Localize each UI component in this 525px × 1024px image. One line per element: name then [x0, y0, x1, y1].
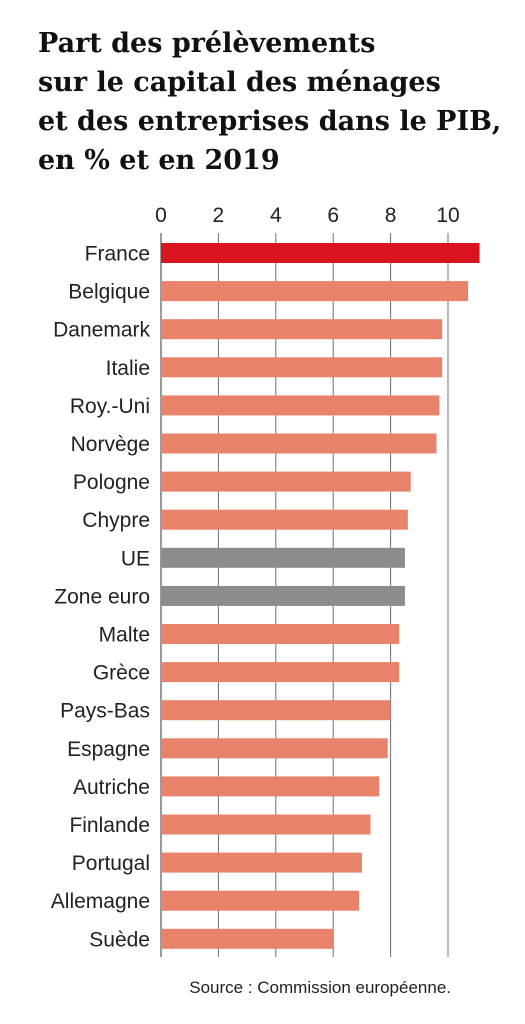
chart-title: Part des prélèvements sur le capital des… [38, 24, 508, 180]
chart-title-line-2: sur le capital des ménages [38, 67, 441, 98]
bar-norv-ge [161, 433, 437, 454]
bar-italie [161, 357, 443, 378]
bar-espagne [161, 738, 388, 759]
bar-pologne [161, 471, 411, 492]
bar-finlande [161, 814, 371, 835]
category-label: Finlande [69, 814, 150, 837]
category-label: Espagne [67, 738, 150, 761]
x-tick-label-0: 0 [155, 204, 167, 227]
category-label: Chypre [82, 509, 150, 532]
category-label: France [85, 243, 150, 266]
category-label: Danemark [53, 319, 150, 342]
bar-chart: 0 2 4 6 8 10 France Belgique Danemark Italie Roy.-… [51, 204, 480, 957]
x-tick-label-10: 10 [436, 204, 459, 227]
source-note: Source : Commission européenne. [189, 978, 451, 997]
chart-title-line-3: et des entreprises dans le PIB, [38, 106, 502, 137]
bar-belgique [161, 281, 469, 302]
chart-title-line-1: Part des prélèvements [38, 28, 376, 59]
bar-pays-bas [161, 700, 391, 721]
category-label: Autriche [73, 776, 150, 799]
bar-gr-ce [161, 662, 400, 683]
category-label: Malte [99, 624, 150, 647]
category-label: Allemagne [51, 890, 150, 913]
category-label: Belgique [68, 281, 150, 304]
x-tick-label-6: 6 [327, 204, 339, 227]
category-label: Norvège [71, 433, 150, 456]
category-label: Grèce [93, 662, 150, 685]
category-label: Pologne [73, 471, 150, 494]
bar-zone-euro [161, 585, 405, 606]
bar-portugal [161, 852, 362, 873]
category-label: Pays-Bas [60, 700, 150, 723]
category-label: UE [121, 547, 150, 570]
chart-title-line-4: en % et en 2019 [38, 145, 280, 176]
bar-france [161, 243, 480, 263]
category-label: Zone euro [54, 585, 150, 608]
bar-roy-uni [161, 395, 440, 416]
bar-danemark [161, 319, 443, 340]
category-label: Italie [106, 357, 150, 380]
x-tick-label-4: 4 [270, 204, 282, 227]
x-tick-label-8: 8 [385, 204, 397, 227]
bar-autriche [161, 776, 380, 797]
bar-allemagne [161, 890, 360, 911]
bar-malte [161, 624, 400, 644]
bar-ue [161, 547, 405, 568]
category-label: Portugal [72, 852, 150, 875]
x-tick-label-2: 2 [213, 204, 225, 227]
bar-su-de [161, 928, 334, 949]
category-label: Roy.-Uni [70, 395, 150, 418]
category-label: Suède [89, 928, 150, 951]
bar-chypre [161, 509, 408, 530]
